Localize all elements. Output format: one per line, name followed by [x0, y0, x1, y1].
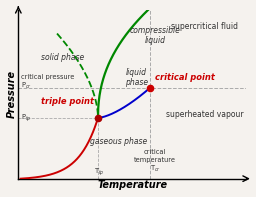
Text: T$_{cr}$: T$_{cr}$	[150, 164, 160, 174]
Text: P$_{cr}$: P$_{cr}$	[21, 81, 31, 91]
Text: compressible
liquid: compressible liquid	[130, 26, 180, 45]
Text: triple point: triple point	[41, 97, 94, 106]
Text: temperature: temperature	[134, 157, 176, 163]
Text: gaseous phase: gaseous phase	[90, 137, 147, 146]
Y-axis label: Pressure: Pressure	[7, 70, 17, 118]
Text: superheated vapour: superheated vapour	[166, 110, 244, 119]
Text: solid phase: solid phase	[41, 53, 84, 62]
Text: critical: critical	[144, 149, 166, 155]
Text: critical pressure: critical pressure	[21, 74, 74, 80]
Text: critical point: critical point	[155, 73, 215, 82]
Text: liquid
phase: liquid phase	[125, 68, 148, 87]
X-axis label: Temperature: Temperature	[97, 180, 167, 190]
Text: T$_{tp}$: T$_{tp}$	[94, 166, 104, 178]
Text: supercritical fluid: supercritical fluid	[172, 22, 239, 31]
Text: P$_{tp}$: P$_{tp}$	[21, 112, 31, 124]
